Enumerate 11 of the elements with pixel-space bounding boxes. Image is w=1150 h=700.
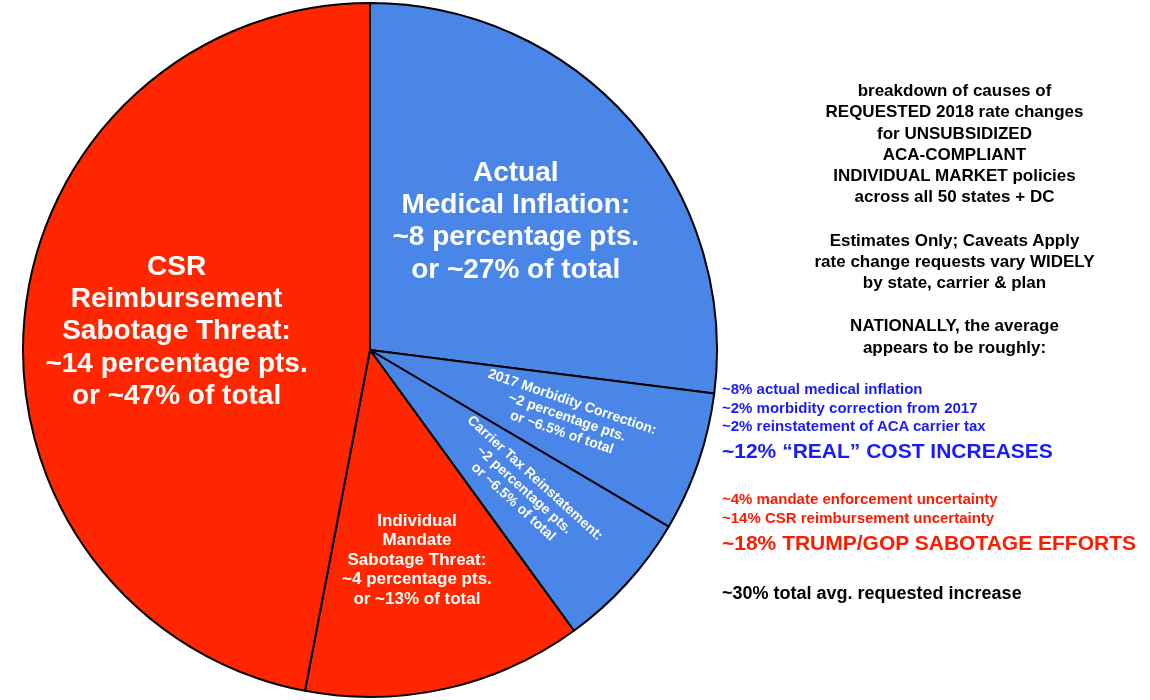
- text: NATIONALLY, the average appears to be roughly:: [849, 315, 1060, 358]
- text: ~8% actual medical inflation ~2% morbidity correction from 2017 ~2% reinstatement of ACA carrier tax: [722, 379, 987, 436]
- slice-label: Individual Mandate Sabotage Threat: ~4 percentage pts. or ~13% of total: [342, 510, 492, 608]
- text: ~4% mandate enforcement uncertainty ~14% CSR reimbursement uncertainty: [722, 490, 999, 528]
- slice-label: Actual Medical Inflation: ~8 percentage pts. or ~27% of total: [392, 155, 640, 284]
- text: Estimates Only; Caveats Apply rate change requests vary WIDELY by state, carrier & plan: [813, 229, 1096, 294]
- text: breakdown of causes of REQUESTED 2018 rate changes for UNSUBSIDIZED ACA-COMPLIANT INDIVIDUAL MARKET policies across all 50 states + DC: [824, 80, 1085, 208]
- text: ~12% “REAL” COST INCREASES: [722, 438, 1054, 464]
- slice-label: CSR Reimbursement Sabotage Threat: ~14 percentage pts. or ~47% of total: [45, 250, 308, 410]
- text: ~18% TRUMP/GOP SABOTAGE EFFORTS: [722, 529, 1138, 556]
- text: ~30% total avg. requested increase: [722, 582, 1023, 605]
